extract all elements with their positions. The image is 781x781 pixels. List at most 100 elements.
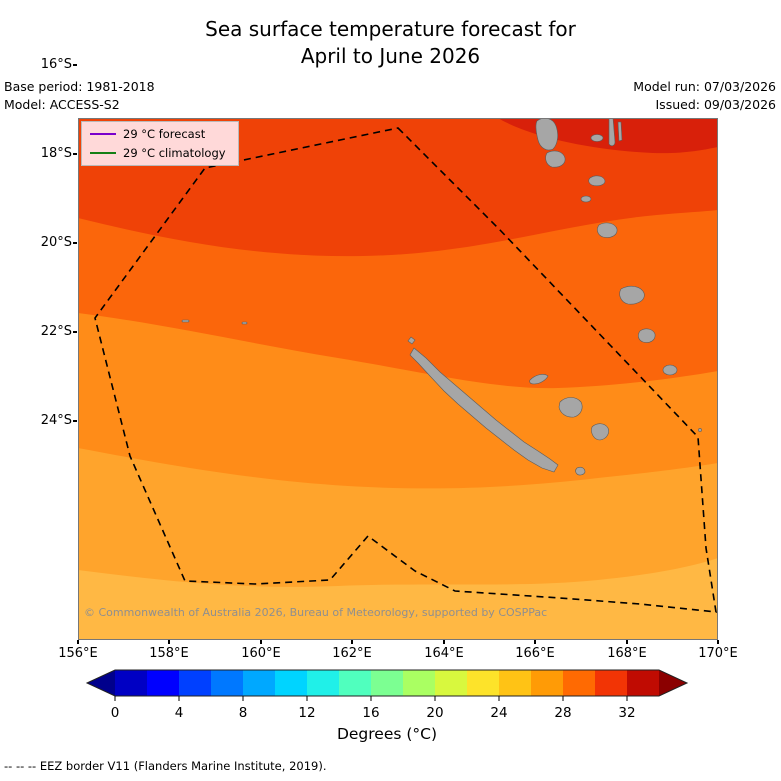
colorbar-segment <box>595 670 627 696</box>
island-ambrym <box>588 175 606 187</box>
colorbar-left-arrow <box>87 670 115 696</box>
legend-label-climatology: 29 °C climatology <box>123 146 226 160</box>
island-efate <box>597 222 618 238</box>
base-period-text: Base period: 1981-2018 <box>4 79 155 94</box>
colorbar-segment <box>435 670 467 696</box>
axis-tick <box>351 640 353 644</box>
colorbar-segment <box>147 670 179 696</box>
colorbar-segment <box>243 670 275 696</box>
forecast-line-sample <box>90 133 116 135</box>
lon-label-164e: 164°E <box>424 646 464 661</box>
colorbar-tick-label: 28 <box>554 705 571 721</box>
sst-contour-map <box>78 117 718 640</box>
temperature-colorbar: Degrees (°C) 0 4 8 12 16 20 24 28 32 <box>85 669 689 743</box>
island-epi <box>580 195 592 203</box>
island-maewo <box>617 121 623 142</box>
axis-tick <box>73 242 77 244</box>
colorbar-tick-label: 16 <box>362 705 379 721</box>
colorbar-segment <box>403 670 435 696</box>
lat-label-18s: 18°S <box>40 146 72 161</box>
island-santo <box>535 117 558 151</box>
island-matthew-hunter <box>698 428 702 432</box>
lon-label-162e: 162°E <box>332 646 372 661</box>
axis-tick <box>73 64 77 66</box>
colorbar-tick-label: 24 <box>490 705 507 721</box>
colorbar-tick-label: 12 <box>298 705 315 721</box>
lon-label-158e: 158°E <box>149 646 189 661</box>
island-erromango <box>619 285 645 305</box>
island-tanna <box>638 328 656 343</box>
axis-tick <box>717 640 719 644</box>
axis-tick <box>260 640 262 644</box>
axis-tick <box>626 640 628 644</box>
lon-label-170e: 170°E <box>698 646 738 661</box>
climatology-line-sample <box>90 152 116 154</box>
colorbar-segment <box>371 670 403 696</box>
lat-label-22s: 22°S <box>40 324 72 339</box>
colorbar-segment <box>211 670 243 696</box>
colorbar-tick-label: 20 <box>426 705 443 721</box>
lon-label-166e: 166°E <box>515 646 555 661</box>
climatology-line-swatch <box>90 152 116 154</box>
island-mare <box>591 423 609 441</box>
lat-label-24s: 24°S <box>40 413 72 428</box>
colorbar-segment <box>467 670 499 696</box>
island-ambae <box>590 134 604 142</box>
axis-tick <box>73 153 77 155</box>
island-isle-of-pines <box>575 466 586 476</box>
colorbar-tick-label: 32 <box>618 705 635 721</box>
colorbar-segment <box>275 670 307 696</box>
island-lifou <box>558 397 583 418</box>
meta-left: Base period: 1981-2018 Model: ACCESS-S2 <box>4 78 155 113</box>
axis-tick <box>168 640 170 644</box>
meta-right: Model run: 07/03/2026 Issued: 09/03/2026 <box>633 78 776 113</box>
island-belep <box>407 336 416 345</box>
legend-row-forecast: 29 °C forecast <box>90 127 226 141</box>
lat-label-16s: 16°S <box>40 57 72 72</box>
reef-west-2 <box>241 321 248 325</box>
map-area: © Commonwealth of Australia 2026, Bureau… <box>78 117 718 640</box>
legend-row-climatology: 29 °C climatology <box>90 146 226 160</box>
lon-label-160e: 160°E <box>241 646 281 661</box>
island-pentecost <box>608 117 616 147</box>
title-line-1: Sea surface temperature forecast for <box>205 17 576 41</box>
contour-legend: 29 °C forecast 29 °C climatology <box>81 121 239 166</box>
issued-text: Issued: 09/03/2026 <box>655 96 777 112</box>
colorbar-segment <box>531 670 563 696</box>
map-frame <box>78 118 718 640</box>
colorbar-right-arrow <box>659 670 687 696</box>
colorbar-segment <box>627 670 659 696</box>
land-masses <box>181 117 702 476</box>
island-aneityum <box>662 364 678 376</box>
reef-west-1 <box>181 319 190 323</box>
axis-tick <box>73 420 77 422</box>
forecast-line-swatch <box>90 133 116 135</box>
colorbar-segment <box>499 670 531 696</box>
copyright-text: © Commonwealth of Australia 2026, Bureau… <box>84 606 548 619</box>
colorbar-axis-label: Degrees (°C) <box>337 725 437 743</box>
legend-label-forecast: 29 °C forecast <box>123 127 206 141</box>
island-grande-terre <box>409 347 559 473</box>
colorbar-segment <box>307 670 339 696</box>
axis-tick <box>443 640 445 644</box>
lat-label-20s: 20°S <box>40 235 72 250</box>
sst-band-24 <box>78 558 718 640</box>
model-text: Model: ACCESS-S2 <box>4 96 120 112</box>
colorbar-segment <box>339 670 371 696</box>
eez-border-line <box>94 127 717 613</box>
model-run-text: Model run: 07/03/2026 <box>633 79 776 94</box>
lon-label-168e: 168°E <box>607 646 647 661</box>
colorbar-tick-label: 4 <box>175 705 184 721</box>
axis-tick <box>534 640 536 644</box>
island-ouvea <box>529 374 549 385</box>
eez-footnote: -- -- -- EEZ border V11 (Flanders Marine… <box>4 759 327 773</box>
page-title: Sea surface temperature forecast for Apr… <box>0 16 781 70</box>
title-line-2: April to June 2026 <box>300 44 481 68</box>
island-malakula <box>545 150 566 168</box>
axis-tick <box>77 640 79 644</box>
colorbar-segment <box>179 670 211 696</box>
colorbar-segment <box>563 670 595 696</box>
axis-tick <box>73 331 77 333</box>
lon-label-156e: 156°E <box>58 646 98 661</box>
